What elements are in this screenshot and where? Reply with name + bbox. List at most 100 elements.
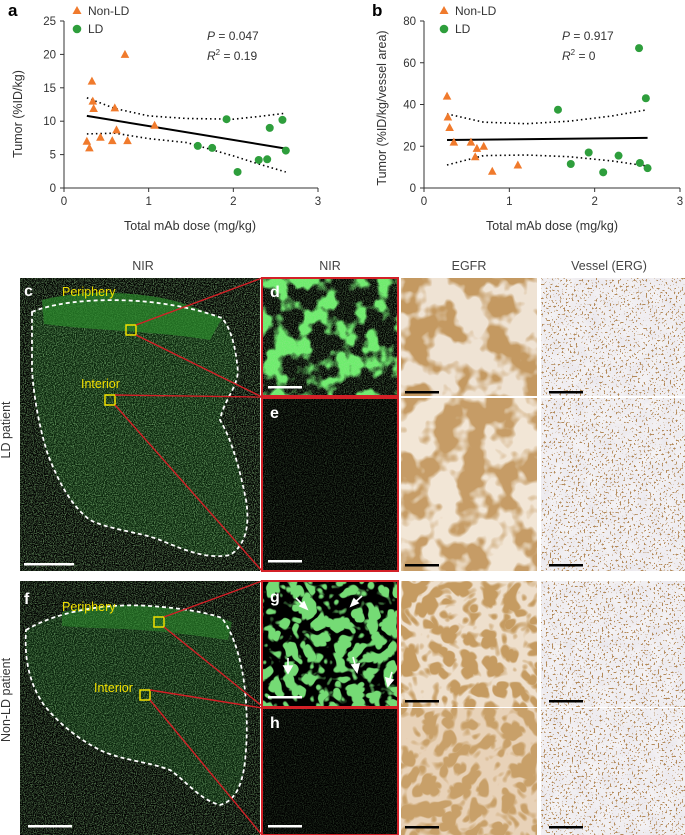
point-ld bbox=[599, 168, 608, 177]
panel-a-xlabel: Total mAb dose (mg/kg) bbox=[124, 219, 256, 233]
point-nonld bbox=[443, 112, 453, 121]
point-ld bbox=[263, 155, 272, 164]
panel-b-ylabel: Tumor (%ID/kg/vessel area) bbox=[375, 30, 389, 185]
column-header-nir-overview: NIR bbox=[132, 259, 154, 273]
panel-a-ylabel: Tumor (%ID/kg) bbox=[11, 70, 25, 158]
panel-b-p-value: P = 0.917 bbox=[562, 29, 614, 43]
point-nonld bbox=[470, 152, 480, 161]
panel-f-tumor-outline bbox=[24, 604, 248, 806]
scale-bar bbox=[405, 564, 439, 567]
ci-lower-line bbox=[86, 132, 287, 173]
point-nonld bbox=[89, 104, 98, 113]
zoom-connector-lines bbox=[114, 277, 263, 835]
panel-b-tick-labels: 0 1 2 3 0 20 40 60 80 bbox=[403, 16, 683, 208]
point-ld bbox=[281, 146, 290, 155]
point-nonld bbox=[449, 137, 459, 146]
panel-a-legend: Non-LD LD bbox=[72, 4, 130, 36]
panel-c-tumor-outline bbox=[31, 299, 249, 557]
legend-ld-label: LD bbox=[455, 22, 471, 36]
panel-d-image: d bbox=[261, 277, 399, 397]
y-tick-label: 20 bbox=[403, 141, 416, 153]
panel-b-xlabel: Total mAb dose (mg/kg) bbox=[486, 219, 618, 233]
panel-a-points bbox=[82, 49, 290, 176]
panel-f-image: Periphery Interior f bbox=[20, 581, 260, 835]
point-nonld bbox=[150, 120, 159, 129]
ci-upper-line bbox=[446, 108, 648, 125]
point-nonld bbox=[96, 132, 105, 141]
x-tick-label: 3 bbox=[677, 196, 683, 208]
panel-c-interior-label: Interior bbox=[81, 377, 120, 391]
x-tick-label: 0 bbox=[421, 196, 427, 208]
point-nonld bbox=[85, 143, 94, 152]
scale-bar bbox=[549, 826, 583, 829]
legend-ld-label: LD bbox=[88, 22, 104, 36]
point-nonld bbox=[513, 160, 523, 169]
point-nonld bbox=[442, 91, 452, 100]
y-tick-label: 60 bbox=[403, 58, 416, 70]
point-nonld bbox=[445, 122, 454, 131]
y-tick-label: 25 bbox=[43, 16, 56, 28]
legend-nonld-label: Non-LD bbox=[88, 4, 130, 18]
panel-f-periphery-box bbox=[153, 616, 165, 628]
point-ld bbox=[635, 158, 644, 167]
panel-b-legend: Non-LD LD bbox=[439, 4, 497, 36]
row-label-ld: LD patient bbox=[0, 401, 13, 459]
legend-triangle-marker bbox=[439, 6, 449, 14]
scale-bar bbox=[28, 825, 72, 828]
scale-bar bbox=[405, 700, 439, 703]
y-tick-label: 10 bbox=[43, 116, 56, 128]
point-nonld bbox=[120, 49, 130, 58]
scale-bar bbox=[405, 826, 439, 829]
point-ld bbox=[584, 148, 593, 157]
panel-a-p-value: P = 0.047 bbox=[207, 29, 259, 43]
panel-c-interior-box bbox=[104, 394, 116, 406]
panel-a-r2-value: R2 = 0.19 bbox=[207, 48, 257, 63]
point-ld bbox=[254, 155, 263, 164]
y-tick-label: 40 bbox=[403, 100, 416, 112]
y-tick-label: 5 bbox=[50, 150, 56, 162]
panel-a-fit-line bbox=[86, 114, 286, 150]
point-nonld bbox=[479, 141, 489, 150]
point-nonld bbox=[466, 137, 476, 146]
point-ld bbox=[233, 167, 242, 176]
panel-e-image: e bbox=[261, 397, 399, 572]
y-tick-label: 20 bbox=[43, 49, 56, 61]
point-nonld bbox=[472, 143, 482, 152]
x-tick-label: 3 bbox=[315, 196, 321, 208]
legend-circle-marker bbox=[72, 24, 82, 34]
panel-c-periphery-label: Periphery bbox=[62, 285, 116, 299]
panel-a: a Tumor (%ID/kg) Total mAb dose (mg/kg) … bbox=[8, 1, 321, 233]
panel-d-letter: d bbox=[270, 284, 280, 301]
column-header-vessel: Vessel (ERG) bbox=[571, 259, 647, 273]
x-tick-label: 0 bbox=[61, 196, 67, 208]
y-tick-label: 15 bbox=[43, 83, 56, 95]
scale-bar bbox=[549, 391, 583, 394]
legend-nonld-label: Non-LD bbox=[455, 4, 497, 18]
column-header-egfr: EGFR bbox=[452, 259, 487, 273]
point-nonld bbox=[87, 76, 97, 85]
scale-bar bbox=[549, 700, 583, 703]
point-nonld bbox=[487, 166, 497, 175]
legend-circle-marker bbox=[439, 24, 449, 34]
point-ld bbox=[635, 44, 644, 53]
point-nonld bbox=[88, 96, 98, 105]
panel-b-fit-line bbox=[447, 136, 648, 141]
panel-b-letter: b bbox=[372, 1, 382, 20]
point-ld bbox=[641, 94, 650, 103]
panel-b: b Tumor (%ID/kg/vessel area) Total mAb d… bbox=[372, 1, 683, 233]
panel-f-interior-label: Interior bbox=[94, 681, 133, 695]
scale-bar bbox=[24, 563, 74, 566]
point-nonld bbox=[110, 103, 120, 112]
panel-a-letter: a bbox=[8, 1, 18, 20]
point-ld bbox=[553, 105, 562, 114]
regression-line bbox=[447, 136, 648, 141]
legend-triangle-marker bbox=[72, 6, 82, 14]
point-ld bbox=[208, 143, 217, 152]
panel-a-tick-labels: 0 1 2 3 0 5 10 15 20 25 bbox=[43, 16, 321, 208]
point-ld bbox=[265, 123, 274, 132]
point-nonld bbox=[107, 136, 117, 145]
y-tick-label: 0 bbox=[410, 183, 416, 195]
panel-b-axes bbox=[420, 20, 681, 192]
